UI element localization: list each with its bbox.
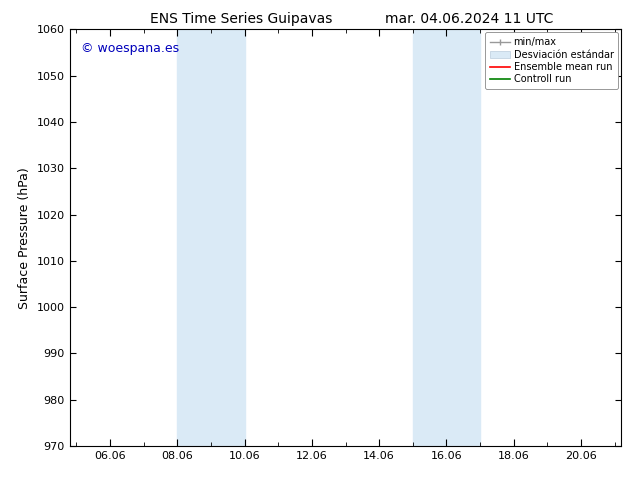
Text: ENS Time Series Guipavas: ENS Time Series Guipavas <box>150 12 332 26</box>
Bar <box>413 29 480 446</box>
Y-axis label: Surface Pressure (hPa): Surface Pressure (hPa) <box>18 167 31 309</box>
Bar <box>178 29 245 446</box>
Legend: min/max, Desviación estándar, Ensemble mean run, Controll run: min/max, Desviación estándar, Ensemble m… <box>486 32 618 89</box>
Text: mar. 04.06.2024 11 UTC: mar. 04.06.2024 11 UTC <box>385 12 553 26</box>
Text: © woespana.es: © woespana.es <box>81 42 179 55</box>
